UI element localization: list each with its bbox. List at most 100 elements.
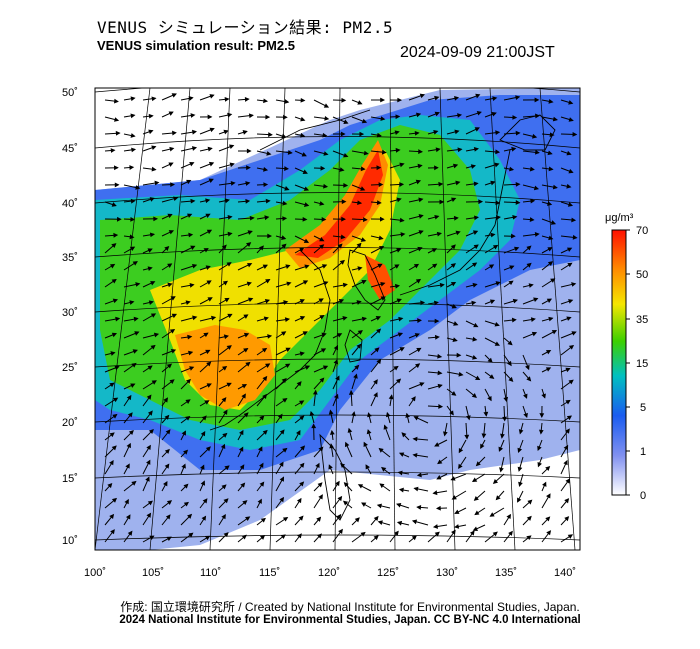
wind-arrow-head [474,510,480,516]
wind-arrow-head [299,415,305,421]
wind-arrow-head [207,297,213,302]
wind-arrow-head [487,357,493,363]
wind-arrow-head [296,381,302,387]
wind-arrow-head [376,328,382,334]
wind-arrow-head [365,464,370,470]
lat-label-20: 20˚ [62,417,78,429]
wind-arrow-head [361,279,367,285]
wind-arrow-head [188,350,194,356]
wind-arrow-head [319,377,325,383]
wind-arrow-head [316,533,322,539]
wind-arrow-head [206,280,212,285]
lat-label-15: 15˚ [62,473,78,485]
wind-arrow-head [242,500,248,506]
wind-arrow-head [185,300,191,306]
wind-arrow-head [257,498,262,504]
wind-arrow-head [380,116,386,121]
wind-arrow-head [398,452,405,457]
wind-arrow-head [398,316,404,322]
longitude-labels: 100˚ 105˚ 110˚ 115˚ 120˚ 125˚ 130˚ 135˚ … [84,567,576,579]
wind-arrow-head [206,383,212,388]
wind-arrow-head [171,313,177,319]
wind-arrow-head [507,360,512,367]
wind-arrow-head [319,201,325,206]
wind-arrow-head [457,147,463,153]
wind-arrow-head [280,534,286,540]
wind-arrow-head [531,331,538,337]
wind-arrow-head [568,344,575,350]
wind-arrow-head [416,347,422,353]
wind-arrow-head [188,532,194,538]
wind-arrow-head [150,313,157,318]
wind-arrow-head [112,413,118,419]
wind-arrow-head [299,316,306,321]
wind-arrow-head [548,166,554,172]
wind-arrow-head [532,133,538,139]
lon-label-135: 135˚ [495,567,517,579]
wind-arrow-head [373,515,379,522]
lat-line-30 [95,302,580,313]
concentration-field [95,88,580,550]
wind-arrow-head [394,283,400,289]
lat-label-10: 10˚ [62,535,78,547]
wind-arrow-head [454,96,460,101]
wind-arrow-head [383,424,389,430]
wind-arrow-head [300,132,306,138]
wind-arrow-head [353,373,358,379]
lon-line-125 [389,88,396,550]
wind-arrow-head [265,114,271,120]
wind-arrow-head [354,517,360,523]
wind-arrow-head [397,332,404,337]
wind-arrow-head [495,149,501,155]
wind-arrow-head [340,131,346,137]
wind-arrow-head [168,162,174,167]
wind-arrow-head [239,464,245,470]
wind-arrow-head [206,229,213,235]
wind-arrow-head [319,244,325,250]
wind-arrow-head [394,130,400,136]
wind-arrow-head [299,247,305,252]
lon-line-105 [149,88,191,550]
wind-arrow-head [378,235,384,241]
wind-arrow-head [416,472,422,478]
wind-arrow-head [500,433,505,439]
wind-arrow-head [547,201,553,206]
wind-arrow-head [320,165,326,171]
wind-arrow-head [416,505,422,510]
wind-arrow-head [223,129,229,135]
wind-arrow-head [304,365,311,370]
wind-arrow-head [116,216,122,222]
wind-arrow-head [258,245,264,251]
wind-arrow-head [259,415,265,421]
wind-arrow-head [133,316,139,322]
wind-arrow-head [127,412,133,418]
wind-arrow-head [537,445,542,452]
wind-arrow-head [284,166,289,171]
wind-arrow-head [200,464,205,470]
wind-arrow-head [319,315,325,320]
wind-arrow-head [164,245,170,251]
wind-arrow-head [418,197,424,203]
wind-arrow-head [515,182,521,187]
wind-arrow-head [385,411,391,418]
wind-arrow-head [414,333,420,338]
wind-arrow-head [452,337,458,342]
wind-arrow-head [248,297,254,303]
wind-arrow-head [148,129,154,135]
wind-arrow-head [474,127,480,132]
wind-arrow-head [373,392,378,398]
wind-arrow-head [316,516,322,522]
wind-arrow-head [537,462,542,468]
wind-arrow-head [283,300,289,305]
wind-arrow-head [107,483,113,489]
wind-arrow-head [263,98,269,104]
wind-arrow-head [548,316,554,322]
wind-arrow-head [490,180,496,186]
wind-arrow-head [300,445,306,451]
wind-arrow-head [164,448,170,454]
wind-arrow-head [111,445,117,451]
wind-arrow-head [411,535,417,541]
wind-arrow-head [170,296,176,301]
wind-arrow-head [395,378,402,384]
wind-arrow-head [111,332,118,338]
